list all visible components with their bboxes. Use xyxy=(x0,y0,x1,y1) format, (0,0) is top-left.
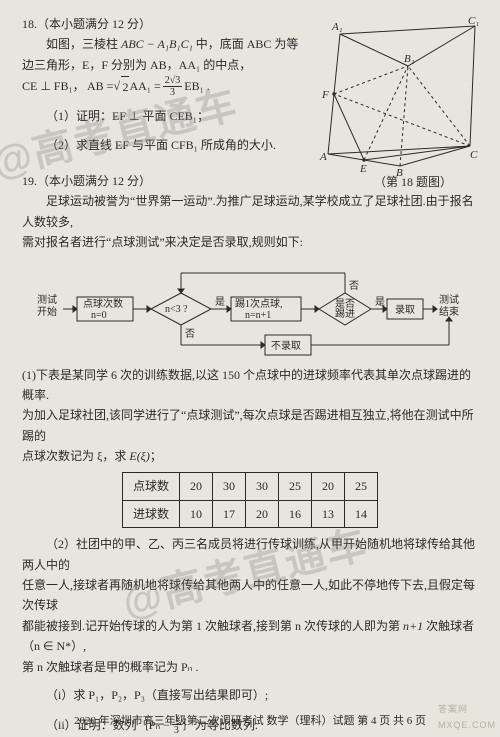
q19-p1: 足球运动被誉为“世界第一运动”.为推广足球运动,某学校成立了足球社团.由于报名人… xyxy=(22,191,478,232)
q19-p4a: （2）社团中的甲、乙、丙三名成员将进行传球训练,从甲开始随机地将球传给其他两人中… xyxy=(22,534,478,575)
table-cell: 点球数 xyxy=(122,473,179,500)
page-footer: 2020 年深圳市高三年级第二次调研考试 数学（理科）试题 第 4 页 共 6 … xyxy=(0,712,500,731)
flow-cond-n: n<3 ? xyxy=(165,304,188,315)
q19-p3a: (1)下表是某同学 6 次的训练数据,以这 150 个点球中的进球频率代表其单次… xyxy=(22,365,478,406)
q19-sub-i: （i）求 P₁，P₂，P₃（直接写出结果即可）; xyxy=(22,685,478,705)
q19-p2: 需对报名者进行“点球测试”来决定是否录取,规则如下: xyxy=(22,232,478,252)
label-B1: B₁ xyxy=(404,53,415,65)
table-cell: 20 xyxy=(180,473,213,500)
q19-p4c-a: 都能被接到.记开始传球的人为第 1 次触球者,接到第 n 次传球的人即为第 xyxy=(22,619,403,633)
training-data-table: 点球数 20 30 30 25 20 25 进球数 10 17 20 16 13… xyxy=(122,472,378,528)
q19-p3c-c: ； xyxy=(150,449,162,463)
flow-yes-1: 是 xyxy=(215,296,225,308)
table-cell: 30 xyxy=(213,473,246,500)
q19-p3b: 为加入足球社团,该同学进行了“点球测试”,每次点球是否踢进相互独立,将他在测试中… xyxy=(22,405,478,446)
label-A: A xyxy=(319,151,327,163)
label-A1: A₁ xyxy=(331,21,343,33)
q19-p4c: 都能被接到.记开始传球的人为第 1 次触球者,接到第 n 次传球的人即为第 n+… xyxy=(22,616,478,657)
flow-box-reject: 不录取 xyxy=(271,340,301,352)
table-row: 进球数 10 17 20 16 13 14 xyxy=(122,500,377,527)
table-cell: 进球数 xyxy=(122,500,179,527)
frac-den: 3 xyxy=(163,87,183,98)
sqrt-2: 2 xyxy=(121,76,129,97)
figure-18-prism: A B C A₁ B₁ C₁ E F xyxy=(310,16,480,176)
flow-cond-score: 是否踢进 xyxy=(335,298,355,320)
frac-num: 2√3 xyxy=(163,75,183,87)
label-C1: C₁ xyxy=(468,16,479,27)
table-cell: 20 xyxy=(246,500,279,527)
table-row: 点球数 20 30 30 25 20 25 xyxy=(122,473,377,500)
q18-l1f: ABC − A₁B₁C₁ xyxy=(121,37,193,51)
frac-2sqrt3-3: 2√3 3 xyxy=(163,75,183,98)
table-cell: 25 xyxy=(345,473,378,500)
q19-p4c-b: n+1 xyxy=(403,619,423,633)
table-cell: 30 xyxy=(246,473,279,500)
figure-18-caption: （第 18 题图） xyxy=(374,172,452,192)
label-C: C xyxy=(470,149,478,161)
flow-end: 测试结束 xyxy=(439,293,459,318)
q19-p3c-a: 点球次数记为 ξ，求 xyxy=(22,449,129,463)
table-cell: 13 xyxy=(312,500,345,527)
table-cell: 16 xyxy=(279,500,312,527)
table-cell: 10 xyxy=(180,500,213,527)
table-cell: 14 xyxy=(345,500,378,527)
q19-p3c: 点球次数记为 ξ，求 E(ξ)； xyxy=(22,446,478,466)
flow-box-accept: 录取 xyxy=(395,304,415,316)
flow-no-1: 否 xyxy=(185,328,195,340)
flow-box-kick: 踢1次点球,n=n+1 xyxy=(235,297,283,321)
label-E: E xyxy=(359,163,367,175)
corner-watermark: 答案网MXQE.COM xyxy=(438,702,496,733)
table-cell: 20 xyxy=(312,473,345,500)
q19-p4d: 第 n 次触球者是甲的概率记为 Pₙ . xyxy=(22,657,478,677)
q18-l2d: EB₁ . xyxy=(184,76,210,96)
table-cell: 25 xyxy=(279,473,312,500)
q18-l1a: 如图，三棱柱 xyxy=(46,37,121,51)
q18-l2c: AA₁ = xyxy=(129,76,160,96)
q19-p3c-b: E(ξ) xyxy=(129,449,149,463)
q18-l2a: CE ⊥ FB₁， AB = xyxy=(22,76,113,96)
q19-p4b: 任意一人,接球者再随机地将球传给其他两人中的任意一人,如此不停地传下去,且假定每… xyxy=(22,575,478,616)
label-F: F xyxy=(321,89,329,101)
flowchart: 测试开始 点球次数n=0 n<3 ? 是 踢1次点球,n=n+1 是否踢进 是 … xyxy=(35,259,465,359)
flow-start: 测试开始 xyxy=(37,293,57,318)
table-cell: 17 xyxy=(213,500,246,527)
flow-no-2: 否 xyxy=(349,280,359,292)
flow-box-count: 点球次数n=0 xyxy=(83,297,123,321)
